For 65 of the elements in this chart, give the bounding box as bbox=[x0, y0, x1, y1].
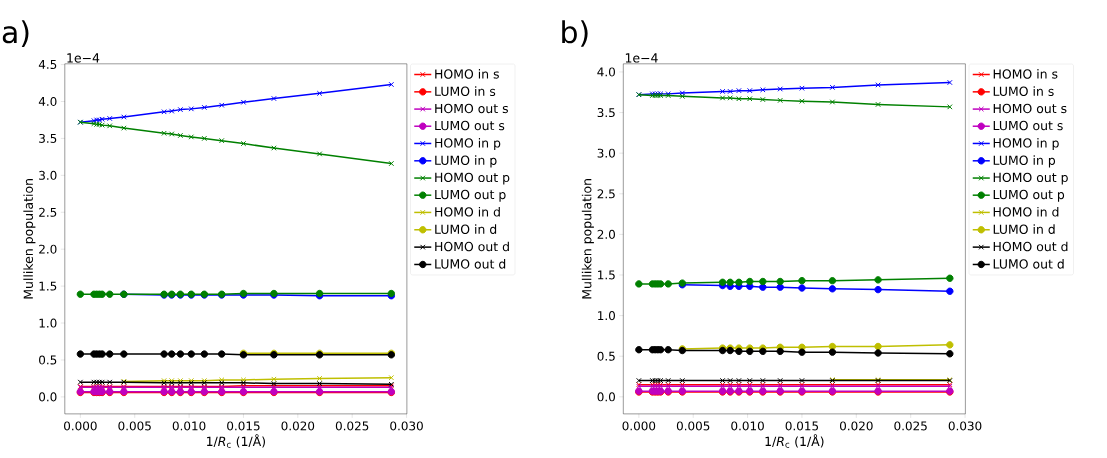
legend-label: LUMO out s bbox=[993, 120, 1063, 131]
x-tick-label: 0.025 bbox=[335, 421, 369, 431]
y-tick-label: 1.0 bbox=[39, 318, 57, 328]
y-tick-label: 0.5 bbox=[39, 355, 57, 365]
legend-label: LUMO out p bbox=[993, 189, 1065, 202]
y-tick-label: 3.5 bbox=[39, 134, 57, 144]
y-tick-label: 4.5 bbox=[38, 60, 57, 70]
legend-label: HOMO in s bbox=[993, 69, 1058, 79]
legend-label: LUMO in p bbox=[435, 155, 497, 168]
y-tick-label: 1.5 bbox=[598, 270, 615, 280]
y-tick-label: 1.0 bbox=[598, 311, 615, 321]
legend-label: HOMO out s bbox=[435, 103, 508, 114]
legend-label: HOMO in d bbox=[993, 207, 1059, 217]
legend-label: LUMO out p bbox=[435, 189, 506, 202]
x-tick-label: 0.025 bbox=[894, 421, 927, 431]
x-tick-label: 0.010 bbox=[731, 421, 764, 431]
y-tick-label: 2.5 bbox=[597, 189, 615, 199]
legend-label: HOMO out p bbox=[435, 172, 510, 185]
x-tick-label: 0.005 bbox=[676, 421, 710, 431]
x-tick-label: 0.015 bbox=[785, 421, 819, 431]
y-tick-label: 3.0 bbox=[39, 170, 57, 180]
legend-label: HOMO out s bbox=[993, 103, 1067, 114]
y-axis-title: Mulliken population bbox=[23, 179, 36, 299]
x-axis-title: 1/R$_{c}$ (1/Å) bbox=[207, 434, 265, 448]
legend-label: HOMO in p bbox=[993, 138, 1059, 151]
legend-label: HOMO out d bbox=[435, 241, 509, 252]
text: 1e−4 bbox=[625, 53, 658, 63]
legend-label: HOMO out d bbox=[993, 241, 1068, 252]
legend-label: LUMO out d bbox=[435, 259, 506, 269]
legend-label: HOMO out p bbox=[993, 172, 1068, 185]
x-tick-label: 0.030 bbox=[948, 421, 982, 431]
legend-label: LUMO in d bbox=[435, 224, 497, 235]
x-axis-title: 1/R$_{c}$ (1/Å) bbox=[765, 434, 824, 448]
text: a) bbox=[2, 20, 29, 47]
x-tick-label: 0.010 bbox=[172, 421, 206, 431]
y-tick-label: 2.0 bbox=[597, 229, 615, 240]
y-tick-label: 0.5 bbox=[597, 351, 615, 361]
y-axis-title: Mulliken population bbox=[581, 179, 594, 299]
y-tick-label: 2.0 bbox=[39, 244, 57, 254]
y-tick-label: 3.0 bbox=[597, 148, 615, 158]
legend-label: LUMO in s bbox=[435, 86, 496, 97]
legend-label: LUMO out s bbox=[435, 120, 505, 131]
text: 1e−4 bbox=[67, 53, 100, 63]
legend-label: HOMO in d bbox=[435, 207, 500, 217]
legend-label: LUMO in p bbox=[993, 155, 1056, 168]
x-tick-label: 0.015 bbox=[227, 421, 260, 431]
y-tick-label: 0.0 bbox=[39, 392, 57, 402]
legend-label: HOMO in s bbox=[435, 69, 499, 79]
y-tick-label: 4.0 bbox=[597, 67, 615, 77]
y-tick-label: 4.0 bbox=[38, 97, 57, 107]
y-tick-label: 1.5 bbox=[39, 281, 57, 291]
x-tick-label: 0.030 bbox=[390, 421, 423, 431]
x-tick-label: 0.020 bbox=[839, 421, 873, 431]
x-tick-label: 0.000 bbox=[64, 421, 97, 431]
legend-label: HOMO in p bbox=[435, 138, 501, 151]
x-tick-label: 0.000 bbox=[622, 421, 656, 431]
x-tick-label: 0.005 bbox=[118, 421, 151, 431]
y-tick-label: 0.0 bbox=[597, 392, 615, 402]
y-tick-label: 2.5 bbox=[39, 207, 57, 217]
text: b) bbox=[562, 20, 588, 47]
y-tick-label: 3.5 bbox=[597, 108, 615, 118]
legend-label: LUMO out d bbox=[993, 259, 1064, 269]
legend-label: LUMO in d bbox=[993, 224, 1055, 235]
x-tick-label: 0.020 bbox=[281, 421, 315, 431]
legend-label: LUMO in s bbox=[993, 86, 1054, 97]
